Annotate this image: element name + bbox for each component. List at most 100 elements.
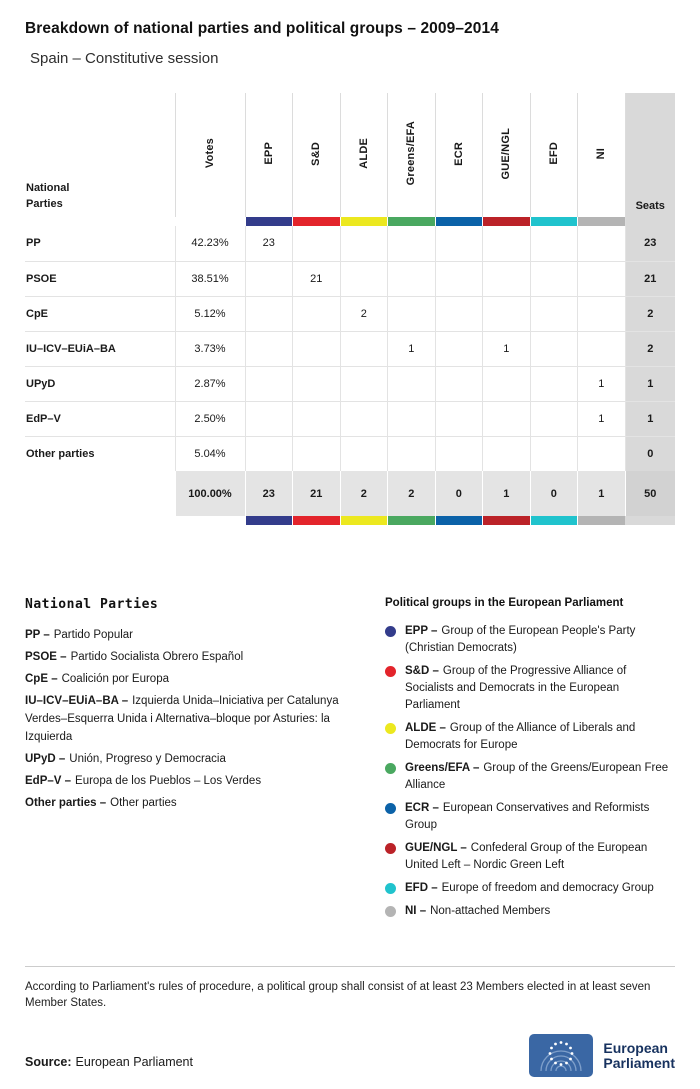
group-seats-cell [577, 330, 625, 366]
group-seats-cell: 1 [577, 400, 625, 436]
total-seats-cell: 50 [624, 471, 675, 516]
group-column-header: NI [577, 93, 625, 217]
group-column-header: EPP [244, 93, 293, 217]
group-abbr-label: S&D – [405, 665, 439, 677]
table-row: UPyD 2.87% 1 1 [25, 365, 675, 401]
group-seats-cell [387, 400, 435, 436]
groups-legend-title: Political groups in the European Parliam… [385, 597, 624, 609]
party-name-cell: UPyD [25, 365, 175, 401]
group-column-header: ECR [434, 93, 483, 217]
group-abbr-label: ECR – [405, 802, 439, 814]
group-color-dot [385, 906, 396, 917]
group-seats-cell [244, 400, 293, 436]
parties-legend-list: PP – Partido Popular PSOE – Partido Sociali… [25, 626, 365, 812]
seats-column-header: Seats [624, 93, 675, 226]
group-legend-text: S&D – Group of the Progressive Alliance o… [405, 663, 675, 714]
group-color-bar [434, 217, 483, 226]
empty-bar-cell [25, 516, 175, 525]
group-color-bar [482, 516, 530, 525]
group-legend-item: ALDE – Group of the Alliance of Liberals … [385, 720, 675, 754]
group-seats-cell [529, 295, 578, 331]
group-seats-cell [387, 435, 435, 471]
group-color-bar [434, 516, 483, 525]
group-seats-cell [244, 365, 293, 401]
table-body: PP 42.23% 23 23 PSOE 38.51% 21 21 CpE 5.12% 2 2 IU–I… [25, 226, 675, 525]
results-table: National Parties Votes EPP S&D ALDE Greens/EFA… [25, 93, 675, 525]
group-seats-cell [244, 330, 293, 366]
group-seats-cell [482, 365, 530, 401]
group-seats-cell [577, 260, 625, 296]
group-color-bar [577, 516, 625, 525]
parties-legend-title: National Parties [25, 597, 159, 612]
total-group-seats-cell: 0 [529, 471, 578, 516]
party-abbr-label: Other parties – [25, 797, 107, 809]
group-seats-cell [339, 400, 388, 436]
group-seats-cell [387, 295, 435, 331]
group-seats-cell [244, 435, 293, 471]
group-seats-cell [339, 226, 388, 261]
total-group-seats-cell: 23 [244, 471, 293, 516]
empty-bar-cell [175, 217, 245, 226]
color-bar-row [25, 217, 675, 226]
group-seats-cell [292, 330, 340, 366]
party-name-cell: PP [26, 237, 41, 250]
party-abbr-label: CpE – [25, 673, 58, 685]
group-legend-text: ECR – European Conservatives and Reformis… [405, 800, 675, 834]
group-seats-cell [434, 435, 483, 471]
votes-value-cell: 5.04% [174, 435, 245, 471]
group-legend-item: EPP – Group of the European People's Part… [385, 623, 675, 657]
group-color-bar [529, 516, 578, 525]
votes-value-cell: 42.23% [174, 226, 245, 261]
group-seats-cell [339, 435, 388, 471]
group-seats-cell [339, 330, 388, 366]
seats-value-cell: 1 [624, 365, 675, 401]
party-legend-item: PP – Partido Popular [25, 626, 365, 644]
group-header-label: NI [595, 147, 608, 160]
party-header-line-1: National [26, 182, 70, 194]
group-abbr-label: NI – [405, 905, 427, 917]
seats-value-cell: 0 [624, 435, 675, 471]
total-group-seats-cell: 2 [387, 471, 435, 516]
source-label: Source: [25, 1055, 72, 1069]
group-seats-cell [292, 295, 340, 331]
party-abbr-label: PSOE – [25, 651, 67, 663]
group-color-bar [387, 516, 435, 525]
party-name-cell: EdP–V [25, 400, 175, 436]
party-full-name: Coalición por Europa [61, 673, 169, 685]
votes-value-cell: 2.87% [174, 365, 245, 401]
group-color-bar [577, 217, 625, 226]
group-seats-cell [482, 260, 530, 296]
group-full-name: Confederal Group of the European United … [405, 842, 648, 871]
party-full-name: Unión, Progreso y Democracia [69, 753, 226, 765]
group-seats-cell [292, 226, 340, 261]
votes-column-header: Votes [174, 93, 245, 217]
european-parliament-logo: European Parliament [529, 1034, 675, 1077]
group-seats-cell [577, 226, 625, 261]
source-row: Source: European Parliament [25, 1034, 675, 1077]
group-full-name: Group of the Greens/European Free Allian… [405, 762, 669, 791]
total-empty-cell [25, 471, 175, 516]
group-seats-cell [292, 435, 340, 471]
group-seats-cell: 2 [339, 295, 388, 331]
group-full-name: Europe of freedom and democracy Group [441, 882, 654, 894]
group-seats-cell: 1 [387, 330, 435, 366]
party-header-line-2: Parties [26, 198, 63, 210]
group-full-name: Non-attached Members [430, 905, 551, 917]
group-abbr-label: Greens/EFA – [405, 762, 480, 774]
seats-value-cell: 23 [624, 226, 675, 261]
group-abbr-label: GUE/NGL – [405, 842, 467, 854]
party-name-cell: IU–ICV–EUiA–BA [25, 330, 175, 366]
party-full-name: Partido Popular [53, 629, 134, 641]
group-header-label: S&D [310, 141, 323, 166]
group-legend-text: GUE/NGL – Confederal Group of the Europea… [405, 840, 675, 874]
group-seats-cell [434, 330, 483, 366]
group-legend-text: EPP – Group of the European People's Part… [405, 623, 675, 657]
table-row: PP 42.23% 23 23 [25, 226, 675, 261]
group-seats-cell: 1 [482, 330, 530, 366]
group-legend-item: EFD – Europe of freedom and democracy Gro… [385, 880, 675, 897]
group-legend-text: Greens/EFA – Group of the Greens/European… [405, 760, 675, 794]
party-full-name: Izquierda Unida–Iniciativa per Catalunya… [25, 695, 339, 743]
party-abbr-label: IU–ICV–EUiA–BA – [25, 695, 129, 707]
source-value: European Parliament [75, 1055, 193, 1069]
